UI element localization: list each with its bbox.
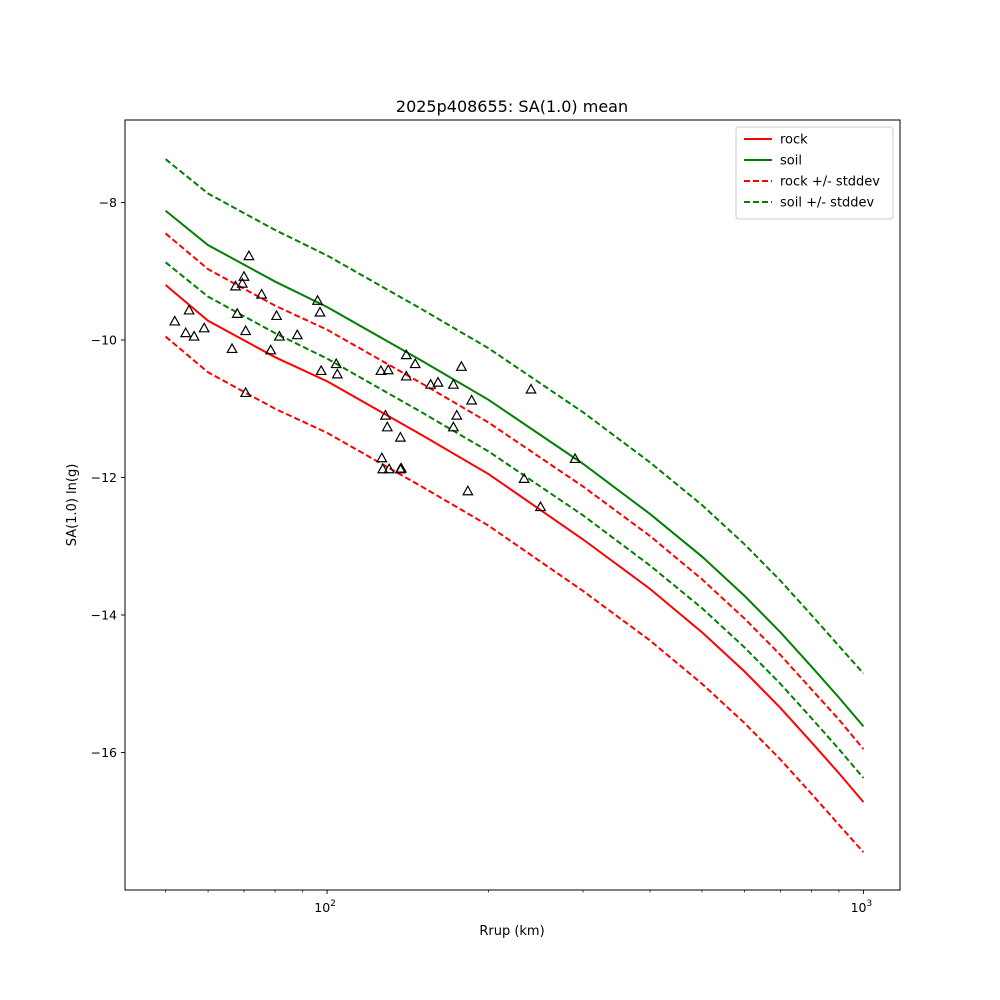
y-tick-label-4: −16	[91, 745, 117, 760]
observation-point-1	[179, 326, 192, 338]
observation-point-35	[409, 357, 421, 369]
x-tick-label-base: 10	[851, 900, 867, 915]
observation-point-11	[239, 386, 252, 398]
x-tick-label-exponent: 2	[330, 899, 336, 909]
chart-title: 2025p408655: SA(1.0) mean	[396, 97, 628, 116]
plot-area	[124, 119, 901, 891]
legend-label-soil-stddev: soil +/- stddev	[780, 196, 875, 211]
x-tick-label-1: 103	[851, 899, 873, 915]
observation-point-5	[226, 342, 238, 354]
y-tick-label-0: −8	[99, 195, 117, 210]
y-axis-label: SA(1.0) ln(g)	[65, 464, 80, 547]
axes-frame	[124, 119, 901, 891]
observation-point-10	[239, 324, 252, 336]
observation-point-24	[376, 452, 388, 463]
observation-point-0	[168, 315, 181, 326]
observation-point-30	[394, 431, 407, 442]
y-axis-ticks: −8 −10 −12 −14 −16	[91, 195, 125, 760]
observation-points	[168, 249, 581, 512]
observation-point-2	[183, 304, 195, 315]
observation-point-20	[315, 364, 327, 376]
x-tick-label-base: 10	[314, 900, 330, 915]
observation-point-28	[382, 364, 394, 375]
observation-point-27	[381, 421, 394, 432]
y-tick-label-3: −14	[91, 608, 117, 623]
observation-point-42	[462, 485, 474, 496]
legend-label-rock-stddev: rock +/- stddev	[780, 175, 880, 190]
observation-point-22	[331, 368, 344, 379]
observation-point-46	[534, 500, 547, 512]
observation-point-8	[236, 277, 249, 288]
observation-point-38	[447, 378, 460, 389]
observation-point-43	[465, 394, 478, 405]
observation-point-16	[273, 330, 286, 341]
observation-point-9	[238, 270, 250, 281]
observation-point-36	[424, 378, 437, 389]
observation-point-25	[376, 463, 389, 474]
observation-point-12	[243, 249, 255, 261]
legend: rock soil rock +/- stddev soil +/- stddev	[735, 126, 894, 220]
legend-label-rock: rock	[780, 133, 808, 148]
legend-box	[735, 126, 894, 220]
observation-point-45	[525, 383, 537, 394]
observation-point-29	[383, 463, 395, 474]
observation-point-21	[330, 357, 342, 369]
observation-point-34	[400, 370, 413, 381]
observation-point-18	[311, 294, 324, 305]
observation-point-39	[447, 421, 460, 432]
observation-point-4	[198, 322, 210, 333]
observation-point-26	[379, 409, 392, 420]
observation-point-15	[270, 309, 283, 321]
series-line-soil-1	[164, 209, 865, 728]
observation-point-47	[569, 452, 581, 464]
x-axis-ticks: 102 103	[165, 890, 873, 915]
series-layer	[164, 158, 865, 853]
y-tick-label-1: −10	[91, 333, 117, 348]
x-tick-label-exponent: 3	[867, 899, 873, 909]
series-line-band-5	[164, 261, 865, 779]
observation-point-33	[400, 348, 413, 360]
observation-point-37	[432, 376, 444, 387]
observation-point-19	[314, 306, 326, 317]
observation-point-23	[375, 364, 387, 376]
legend-label-soil: soil	[780, 154, 802, 169]
series-line-soil-stddev-4	[164, 158, 865, 675]
observation-point-13	[255, 288, 268, 299]
series-line-rock-0	[164, 284, 865, 803]
series-line-band-3	[164, 335, 865, 853]
x-tick-label-0: 102	[314, 899, 336, 915]
observation-point-14	[264, 344, 277, 355]
observation-point-32	[395, 462, 408, 473]
observation-point-40	[450, 409, 463, 420]
observation-point-3	[188, 330, 200, 341]
observation-point-44	[518, 472, 530, 483]
y-tick-label-2: −12	[91, 470, 117, 485]
x-axis-label: Rrup (km)	[479, 924, 544, 939]
series-line-rock-stddev-2	[164, 232, 865, 750]
observation-point-41	[455, 360, 468, 371]
observation-point-17	[291, 328, 304, 340]
observation-point-7	[231, 307, 244, 318]
